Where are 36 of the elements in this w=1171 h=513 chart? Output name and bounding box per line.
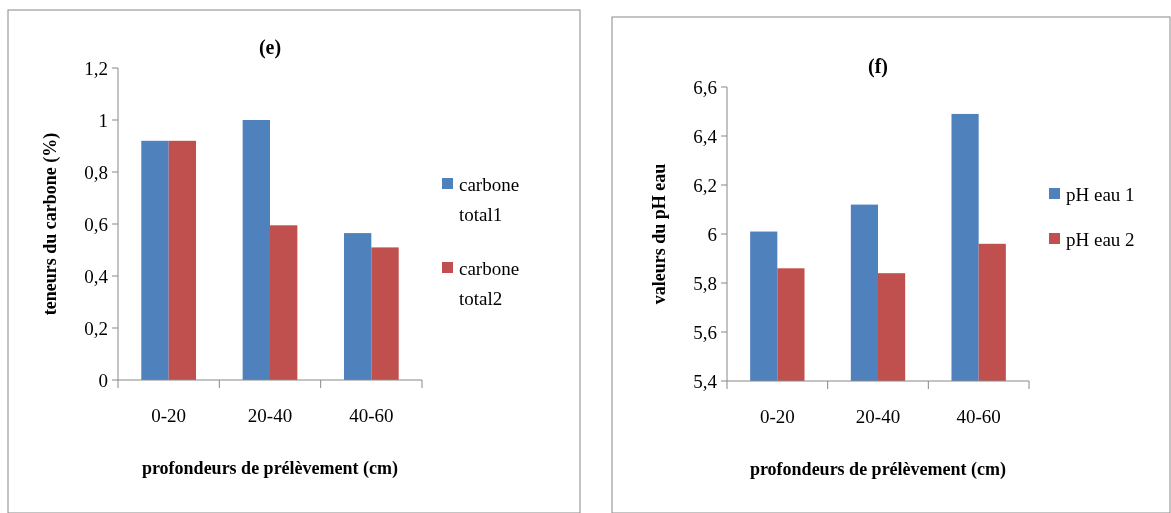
chart-title: (f) bbox=[868, 55, 888, 78]
y-tick-label: 0 bbox=[98, 369, 108, 391]
bar bbox=[343, 233, 372, 380]
legend-label: pH eau 1 bbox=[1066, 183, 1135, 205]
legend-label: carbone total2 bbox=[459, 257, 520, 309]
y-axis-title: teneurs du carbone (%) bbox=[40, 132, 61, 316]
x-axis-title: profondeurs de prélèvement (cm) bbox=[749, 459, 1007, 480]
y-tick-label: 0,2 bbox=[84, 317, 108, 339]
chart-title: (e) bbox=[258, 36, 282, 59]
y-tick-label: 1,2 bbox=[84, 57, 108, 79]
bar bbox=[141, 140, 169, 380]
bar bbox=[168, 140, 197, 380]
legend-label: carbone total1 bbox=[459, 173, 520, 225]
y-tick-label: 1 bbox=[98, 109, 108, 131]
x-axis-title: profondeurs de prélèvement (cm) bbox=[141, 458, 399, 479]
bar bbox=[270, 225, 298, 380]
y-tick-label: 5,6 bbox=[693, 321, 717, 343]
x-tick-label: 20-40 bbox=[855, 406, 901, 427]
bar bbox=[242, 120, 270, 380]
y-tick-label: 5,8 bbox=[693, 272, 717, 294]
y-tick-label: 0,4 bbox=[84, 265, 109, 287]
y-tick-label: 6,6 bbox=[693, 76, 717, 98]
y-axis-title: valeurs du pH eau bbox=[649, 163, 669, 305]
x-tick-label: 40-60 bbox=[956, 406, 1001, 427]
x-tick-label: 0-20 bbox=[759, 406, 795, 427]
y-tick-label: 6 bbox=[707, 223, 717, 245]
y-tick-label: 6,2 bbox=[693, 174, 717, 196]
x-tick-label: 20-40 bbox=[247, 405, 293, 426]
y-tick-label: 0,8 bbox=[84, 161, 108, 183]
x-tick-label: 40-60 bbox=[349, 405, 394, 426]
bar bbox=[371, 247, 399, 380]
y-tick-label: 0,6 bbox=[84, 213, 108, 235]
y-tick-label: 5,4 bbox=[693, 370, 718, 392]
legend-label: pH eau 2 bbox=[1066, 228, 1135, 250]
x-tick-label: 0-20 bbox=[151, 405, 187, 426]
y-tick-label: 6,4 bbox=[693, 125, 718, 147]
